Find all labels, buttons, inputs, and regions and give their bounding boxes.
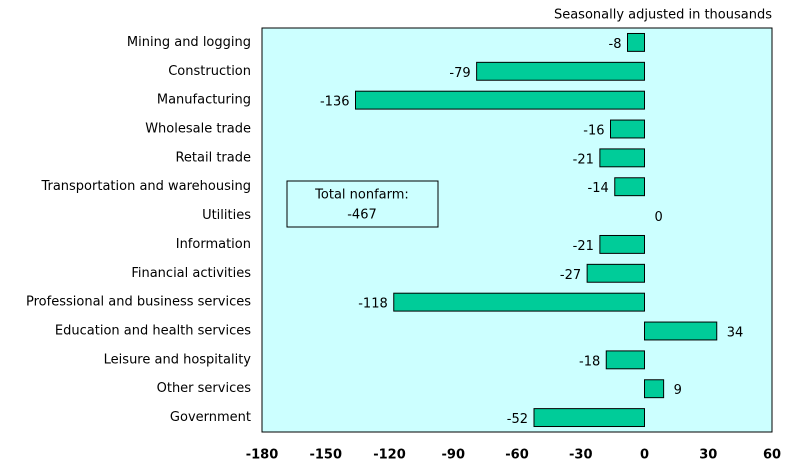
x-tick-label: -180: [246, 448, 279, 463]
value-label: -18: [579, 354, 600, 369]
plot-area: [261, 27, 773, 433]
y-tick-label: Government: [170, 410, 251, 425]
value-label: -21: [573, 239, 594, 254]
value-label: 9: [674, 383, 682, 398]
value-label: -52: [507, 412, 528, 427]
y-tick-label: Professional and business services: [26, 295, 251, 310]
y-tick-label: Utilities: [202, 208, 251, 223]
bar: [614, 177, 645, 197]
x-tick-label: 0: [640, 448, 649, 463]
y-tick-label: Other services: [157, 381, 252, 396]
value-label: 0: [655, 210, 663, 225]
bar: [476, 61, 645, 81]
x-tick-label: -90: [442, 448, 466, 463]
bar: [599, 148, 645, 168]
bar: [599, 234, 645, 254]
x-tick-label: 30: [699, 448, 717, 463]
chart-subtitle: Seasonally adjusted in thousands: [554, 8, 772, 23]
value-label: -118: [358, 297, 388, 312]
value-label: -21: [573, 152, 594, 167]
bar: [355, 90, 645, 110]
x-tick-label: -120: [373, 448, 406, 463]
x-tick-label: -60: [505, 448, 529, 463]
bar: [610, 119, 645, 139]
bar: [644, 321, 718, 341]
value-label: -14: [588, 181, 609, 196]
y-tick-label: Transportation and warehousing: [40, 179, 251, 194]
y-tick-label: Mining and logging: [127, 35, 251, 50]
y-tick-label: Information: [176, 237, 251, 252]
x-tick-label: 60: [763, 448, 781, 463]
value-label: -16: [583, 124, 604, 139]
bar: [393, 292, 645, 312]
annotation-box: [286, 180, 439, 228]
y-tick-label: Manufacturing: [157, 93, 251, 108]
x-tick-label: -30: [569, 448, 593, 463]
y-tick-label: Construction: [168, 64, 251, 79]
bar: [644, 379, 665, 399]
value-label: -136: [320, 95, 350, 110]
y-tick-label: Retail trade: [175, 150, 251, 165]
annotation: Total nonfarm:: [314, 188, 409, 203]
value-label: -79: [449, 66, 470, 81]
bar: [586, 263, 645, 283]
y-tick-label: Education and health services: [55, 324, 251, 339]
bar: [533, 408, 645, 428]
y-tick-label: Leisure and hospitality: [104, 352, 252, 367]
value-label: -8: [609, 37, 622, 52]
value-label: -27: [560, 268, 581, 283]
x-tick-label: -150: [309, 448, 342, 463]
value-label: 34: [727, 326, 744, 341]
bar: [627, 32, 645, 52]
annotation: -467: [347, 208, 377, 223]
y-tick-label: Financial activities: [131, 266, 251, 281]
y-tick-label: Wholesale trade: [145, 122, 251, 137]
bar: [605, 350, 645, 370]
